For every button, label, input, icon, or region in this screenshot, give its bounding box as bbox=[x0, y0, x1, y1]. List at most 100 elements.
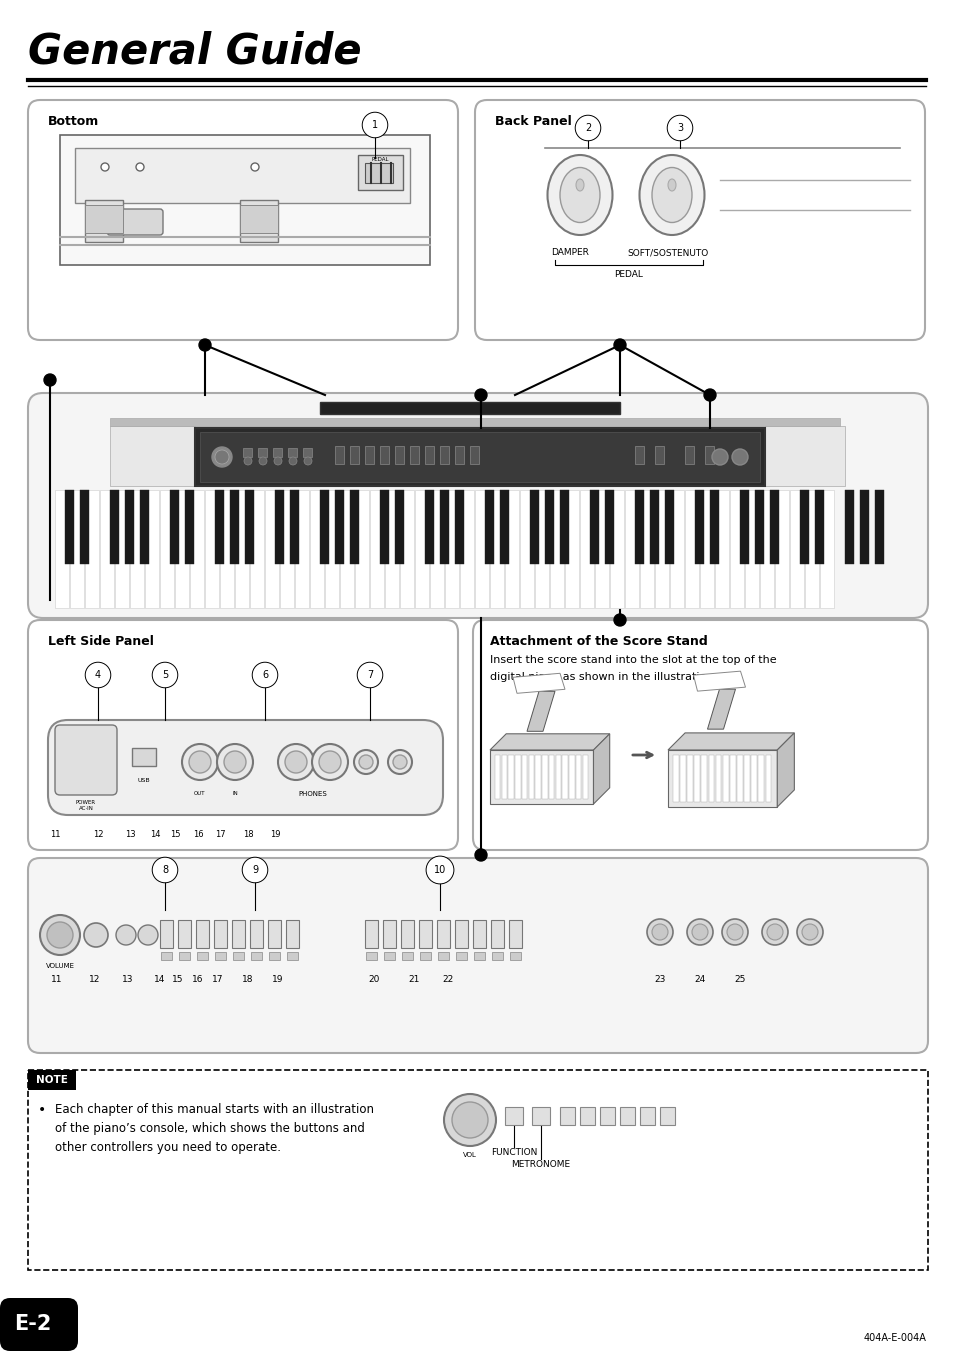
Text: E-2: E-2 bbox=[14, 1315, 51, 1333]
Text: 11: 11 bbox=[50, 830, 60, 839]
Bar bbox=[550, 490, 563, 608]
Polygon shape bbox=[777, 732, 794, 807]
Bar bbox=[379, 446, 389, 463]
Text: digital piano as shown in the illustration.: digital piano as shown in the illustrati… bbox=[490, 671, 717, 682]
FancyBboxPatch shape bbox=[55, 725, 117, 794]
Bar bbox=[715, 755, 720, 802]
Circle shape bbox=[216, 744, 253, 780]
Bar bbox=[145, 490, 159, 608]
Text: 12: 12 bbox=[90, 975, 101, 984]
Bar bbox=[559, 1106, 575, 1125]
Bar bbox=[655, 490, 668, 608]
Circle shape bbox=[443, 1094, 496, 1146]
Circle shape bbox=[475, 389, 486, 401]
Text: Back Panel: Back Panel bbox=[495, 115, 571, 128]
Bar bbox=[230, 490, 239, 563]
Bar bbox=[325, 490, 338, 608]
Text: Bottom: Bottom bbox=[48, 115, 99, 128]
Bar bbox=[639, 1106, 655, 1125]
FancyBboxPatch shape bbox=[28, 858, 927, 1052]
Bar bbox=[599, 1106, 615, 1125]
Bar bbox=[579, 1106, 595, 1125]
Circle shape bbox=[199, 339, 211, 351]
Polygon shape bbox=[490, 734, 609, 750]
Bar bbox=[548, 755, 554, 798]
Bar bbox=[470, 446, 478, 463]
Text: other controllers you need to operate.: other controllers you need to operate. bbox=[55, 1142, 281, 1154]
Bar bbox=[240, 200, 277, 242]
Circle shape bbox=[101, 163, 109, 172]
Bar bbox=[335, 490, 344, 563]
Text: Each chapter of this manual starts with an illustration: Each chapter of this manual starts with … bbox=[55, 1102, 374, 1116]
Bar bbox=[492, 952, 502, 961]
Text: 17: 17 bbox=[214, 830, 225, 839]
Text: PHONES: PHONES bbox=[298, 790, 327, 797]
Bar bbox=[350, 446, 358, 463]
Text: 9: 9 bbox=[252, 865, 258, 875]
Bar bbox=[804, 490, 818, 608]
Bar bbox=[280, 490, 294, 608]
Bar bbox=[350, 490, 358, 563]
Circle shape bbox=[277, 744, 314, 780]
Circle shape bbox=[691, 924, 707, 940]
Bar bbox=[179, 952, 190, 961]
Bar bbox=[659, 1106, 675, 1125]
Bar bbox=[455, 920, 468, 948]
Bar bbox=[250, 920, 263, 948]
Bar bbox=[714, 490, 728, 608]
Bar bbox=[385, 490, 398, 608]
Text: Left Side Panel: Left Side Panel bbox=[48, 635, 153, 648]
Bar bbox=[604, 490, 614, 563]
Circle shape bbox=[475, 848, 486, 861]
Bar bbox=[110, 417, 840, 426]
Text: PEDAL: PEDAL bbox=[371, 157, 388, 162]
Polygon shape bbox=[526, 692, 555, 731]
Bar bbox=[491, 920, 503, 948]
Bar bbox=[564, 490, 578, 608]
Bar bbox=[233, 952, 244, 961]
Bar bbox=[635, 446, 643, 463]
Circle shape bbox=[138, 925, 158, 944]
Circle shape bbox=[614, 613, 625, 626]
Text: •: • bbox=[38, 1102, 46, 1117]
Bar bbox=[814, 490, 823, 563]
FancyBboxPatch shape bbox=[107, 209, 163, 235]
Text: FUNCTION: FUNCTION bbox=[490, 1148, 537, 1156]
Bar bbox=[544, 490, 554, 563]
Bar bbox=[672, 755, 678, 802]
Bar bbox=[624, 490, 639, 608]
Bar bbox=[709, 490, 719, 563]
Circle shape bbox=[304, 457, 312, 465]
Text: DAMPER: DAMPER bbox=[551, 249, 588, 257]
Circle shape bbox=[274, 457, 282, 465]
Bar bbox=[232, 920, 245, 948]
Text: 15: 15 bbox=[172, 975, 184, 984]
Bar bbox=[455, 490, 463, 563]
Polygon shape bbox=[490, 750, 593, 804]
Bar bbox=[729, 755, 735, 802]
Bar bbox=[430, 490, 443, 608]
Bar bbox=[185, 490, 193, 563]
Text: 14: 14 bbox=[150, 830, 160, 839]
Circle shape bbox=[182, 744, 218, 780]
Circle shape bbox=[801, 924, 817, 940]
Bar bbox=[559, 490, 568, 563]
Bar bbox=[530, 490, 538, 563]
Bar bbox=[437, 952, 449, 961]
Bar bbox=[686, 755, 692, 802]
Bar bbox=[214, 490, 224, 563]
Text: 2: 2 bbox=[584, 123, 591, 132]
Bar bbox=[290, 490, 298, 563]
Bar bbox=[475, 490, 489, 608]
Circle shape bbox=[285, 751, 307, 773]
Bar bbox=[509, 920, 521, 948]
Circle shape bbox=[766, 924, 782, 940]
Bar bbox=[521, 755, 527, 798]
Bar bbox=[439, 446, 449, 463]
Bar bbox=[214, 952, 226, 961]
Text: 404A-E-004A: 404A-E-004A bbox=[862, 1333, 925, 1343]
Bar bbox=[400, 920, 414, 948]
Bar bbox=[490, 490, 503, 608]
Bar bbox=[274, 490, 284, 563]
Bar bbox=[234, 490, 249, 608]
